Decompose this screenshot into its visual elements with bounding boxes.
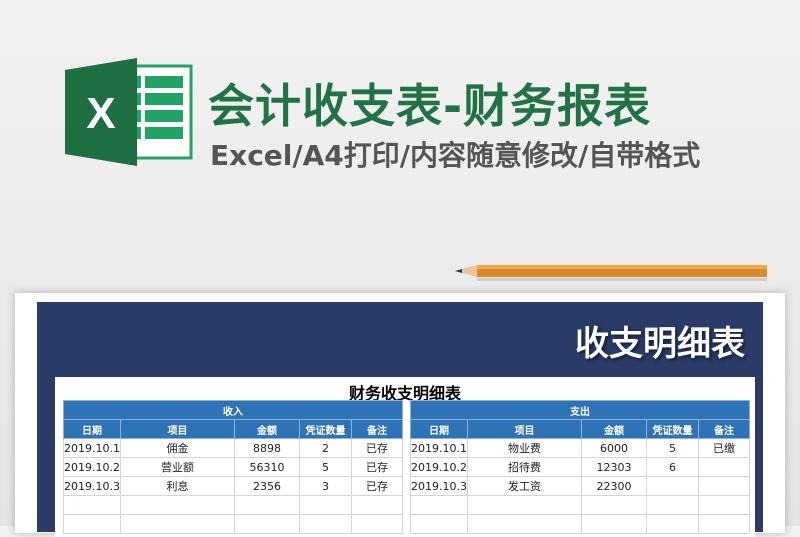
table-cell[interactable] (234, 514, 300, 534)
table-row: 2019.10.3 利息 2356 3 已存 (63, 476, 404, 496)
table-cell[interactable]: 8898 (234, 438, 300, 458)
table-cell[interactable] (697, 476, 751, 496)
pencil-icon (455, 265, 767, 281)
table-row: 2019.10.1 物业费 6000 5 已缴 (410, 438, 751, 458)
spreadsheet: 财务收支明细表 收入 日期 项目 金额 凭证数量 备注 2019.10.1 佣金 8898 2 已存… (55, 377, 755, 537)
table-cell[interactable] (646, 476, 699, 496)
table-cell[interactable] (646, 514, 699, 534)
table-cell[interactable] (581, 495, 647, 515)
excel-logo-icon: X (65, 58, 193, 166)
table-row (410, 514, 751, 534)
table-cell[interactable]: 已存 (350, 438, 404, 458)
column-header: 日期 (63, 419, 121, 439)
table-cell[interactable]: 发工资 (467, 476, 582, 496)
table-row: 2019.10.2 招待费 12303 6 (410, 457, 751, 477)
banner-title: 收支明细表 (575, 324, 745, 364)
table-cell[interactable] (697, 514, 751, 534)
table-cell[interactable]: 利息 (120, 476, 235, 496)
table-cell[interactable]: 2356 (234, 476, 300, 496)
table-cell[interactable] (581, 514, 647, 534)
table-cell[interactable]: 2019.10.1 (63, 438, 121, 458)
table-cell[interactable] (120, 495, 235, 515)
table-cell[interactable] (299, 495, 352, 515)
table-row: 2019.10.1 佣金 8898 2 已存 (63, 438, 404, 458)
table-cell[interactable]: 22300 (581, 476, 647, 496)
page-title: 会计收支表-财务报表 (208, 79, 652, 133)
table-cell[interactable]: 2 (299, 438, 352, 458)
table-cell[interactable]: 2019.10.1 (410, 438, 468, 458)
table-cell[interactable] (467, 495, 582, 515)
table-cell[interactable] (63, 495, 121, 515)
table-cell[interactable]: 56310 (234, 457, 300, 477)
column-header: 金额 (234, 419, 300, 439)
table-cell[interactable]: 2019.10.2 (63, 457, 121, 477)
table-cell[interactable]: 2019.10.2 (410, 457, 468, 477)
column-header: 项目 (120, 419, 235, 439)
table-cell[interactable] (410, 495, 468, 515)
table-cell[interactable]: 已存 (350, 457, 404, 477)
column-header: 备注 (350, 419, 404, 439)
table-row (63, 514, 404, 534)
table-cell[interactable] (410, 514, 468, 534)
table-cell[interactable]: 12303 (581, 457, 647, 477)
column-header: 备注 (697, 419, 751, 439)
table-cell[interactable]: 6000 (581, 438, 647, 458)
table-cell[interactable]: 6 (646, 457, 699, 477)
table-cell[interactable]: 5 (299, 457, 352, 477)
table-cell[interactable] (350, 514, 404, 534)
column-header: 凭证数量 (299, 419, 352, 439)
column-header: 凭证数量 (646, 419, 699, 439)
table-cell[interactable]: 物业费 (467, 438, 582, 458)
table-cell[interactable]: 5 (646, 438, 699, 458)
table-row (410, 495, 751, 515)
table-cell[interactable] (63, 514, 121, 534)
group-header: 收入 (62, 400, 404, 420)
column-header: 金额 (581, 419, 647, 439)
table-cell[interactable] (467, 514, 582, 534)
income-table: 收入 日期 项目 金额 凭证数量 备注 2019.10.1 佣金 8898 2 已存 2019.10.… (62, 400, 404, 534)
table-cell[interactable]: 招待费 (467, 457, 582, 477)
table-cell[interactable]: 已存 (350, 476, 404, 496)
table-cell[interactable] (646, 495, 699, 515)
table-row: 2019.10.3 发工资 22300 (410, 476, 751, 496)
table-cell[interactable]: 营业额 (120, 457, 235, 477)
table-cell[interactable] (120, 514, 235, 534)
table-cell[interactable]: 佣金 (120, 438, 235, 458)
svg-text:X: X (86, 89, 115, 138)
table-cell[interactable]: 已缴 (697, 438, 751, 458)
table-cell[interactable]: 2019.10.3 (410, 476, 468, 496)
table-row (63, 495, 404, 515)
column-header: 项目 (467, 419, 582, 439)
group-header: 支出 (409, 400, 751, 420)
sheet-title: 财务收支明细表 (348, 384, 461, 403)
table-cell[interactable]: 3 (299, 476, 352, 496)
table-cell[interactable] (697, 495, 751, 515)
expense-table: 支出 日期 项目 金额 凭证数量 备注 2019.10.1 物业费 6000 5 已缴 2019.10… (409, 400, 751, 534)
column-header: 日期 (410, 419, 468, 439)
table-cell[interactable] (350, 495, 404, 515)
table-cell[interactable] (299, 514, 352, 534)
page-subtitle: Excel/A4打印/内容随意修改/自带格式 (210, 139, 701, 172)
table-cell[interactable]: 2019.10.3 (63, 476, 121, 496)
table-cell[interactable] (234, 495, 300, 515)
table-cell[interactable] (697, 457, 751, 477)
table-row: 2019.10.2 营业额 56310 5 已存 (63, 457, 404, 477)
